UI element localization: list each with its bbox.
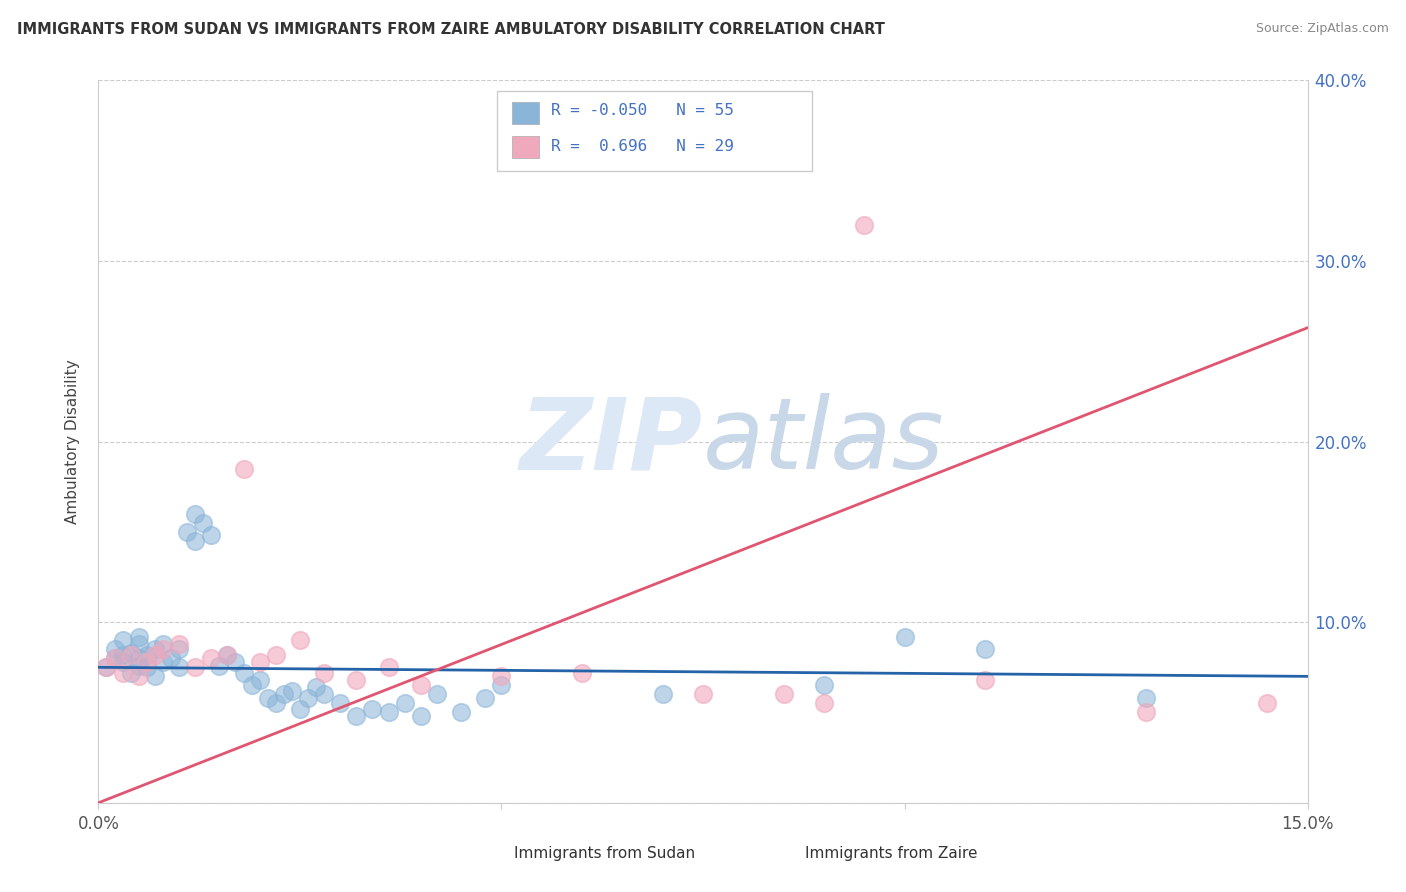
FancyBboxPatch shape [776, 843, 800, 864]
Point [329, 697, 352, 711]
Point [184, 533, 207, 548]
Point [128, 651, 150, 665]
Point [152, 655, 174, 669]
Point [135, 660, 157, 674]
Point [288, 702, 311, 716]
Text: atlas: atlas [703, 393, 945, 490]
Point [394, 697, 416, 711]
Point [491, 678, 513, 692]
Point [377, 660, 399, 674]
Point [128, 630, 150, 644]
FancyBboxPatch shape [512, 136, 538, 158]
Point [152, 642, 174, 657]
Point [813, 697, 835, 711]
Point [474, 691, 496, 706]
Point [249, 673, 271, 687]
Point [813, 678, 835, 692]
Point [96, 660, 118, 674]
Point [128, 637, 150, 651]
Point [893, 630, 915, 644]
Point [232, 461, 254, 475]
Point [135, 648, 157, 662]
Text: Immigrants from Sudan: Immigrants from Sudan [515, 846, 696, 861]
Point [193, 516, 215, 530]
Point [167, 642, 190, 657]
Point [273, 687, 295, 701]
Point [217, 648, 239, 662]
Point [120, 646, 142, 660]
Y-axis label: Ambulatory Disability: Ambulatory Disability [65, 359, 80, 524]
Point [409, 709, 432, 723]
Point [143, 648, 166, 662]
Point [853, 218, 876, 232]
Text: R = -0.050   N = 55: R = -0.050 N = 55 [551, 103, 734, 118]
Point [288, 633, 311, 648]
Point [184, 507, 207, 521]
Point [96, 660, 118, 674]
Point [224, 655, 246, 669]
Point [314, 665, 336, 680]
Point [200, 528, 222, 542]
Point [450, 706, 472, 720]
Text: ZIP: ZIP [520, 393, 703, 490]
Point [167, 637, 190, 651]
Point [120, 648, 142, 662]
Point [377, 706, 399, 720]
Point [305, 680, 328, 694]
Point [426, 687, 449, 701]
Point [111, 648, 134, 662]
Point [143, 642, 166, 657]
Point [1135, 691, 1157, 706]
Point [361, 702, 384, 716]
Point [176, 524, 198, 539]
Point [111, 633, 134, 648]
Point [184, 660, 207, 674]
Point [111, 655, 134, 669]
Point [264, 648, 287, 662]
Point [344, 709, 367, 723]
FancyBboxPatch shape [512, 102, 538, 124]
Point [264, 697, 287, 711]
Point [974, 673, 997, 687]
Point [281, 683, 304, 698]
Point [772, 687, 794, 701]
Text: IMMIGRANTS FROM SUDAN VS IMMIGRANTS FROM ZAIRE AMBULATORY DISABILITY CORRELATION: IMMIGRANTS FROM SUDAN VS IMMIGRANTS FROM… [17, 22, 884, 37]
Point [297, 691, 319, 706]
Point [128, 658, 150, 673]
Point [103, 651, 125, 665]
Point [152, 637, 174, 651]
Point [344, 673, 367, 687]
Point [143, 669, 166, 683]
FancyBboxPatch shape [485, 843, 509, 864]
Text: R =  0.696   N = 29: R = 0.696 N = 29 [551, 138, 734, 153]
Point [167, 660, 190, 674]
Point [217, 648, 239, 662]
Point [232, 665, 254, 680]
Point [103, 642, 125, 657]
Point [1256, 697, 1278, 711]
Point [1135, 706, 1157, 720]
Point [571, 665, 593, 680]
Point [249, 655, 271, 669]
Point [103, 651, 125, 665]
Point [491, 669, 513, 683]
Point [651, 687, 673, 701]
Point [111, 665, 134, 680]
Point [128, 669, 150, 683]
Point [120, 665, 142, 680]
Point [240, 678, 263, 692]
Point [314, 687, 336, 701]
Point [256, 691, 278, 706]
FancyBboxPatch shape [498, 91, 811, 170]
Text: Source: ZipAtlas.com: Source: ZipAtlas.com [1256, 22, 1389, 36]
Point [974, 642, 997, 657]
Point [409, 678, 432, 692]
Text: Immigrants from Zaire: Immigrants from Zaire [804, 846, 977, 861]
Point [200, 651, 222, 665]
Point [160, 651, 183, 665]
Point [692, 687, 714, 701]
Point [208, 658, 231, 673]
Point [135, 655, 157, 669]
